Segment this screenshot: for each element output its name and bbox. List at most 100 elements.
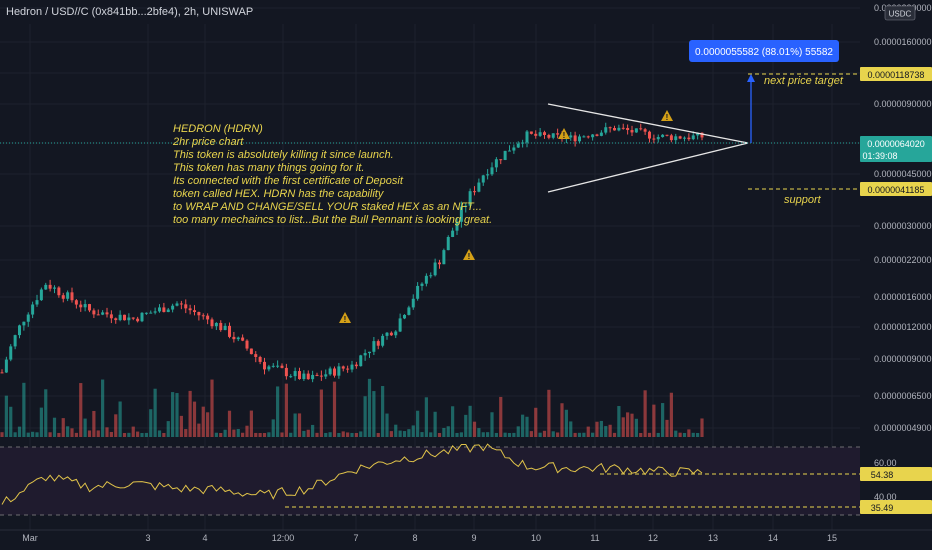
volume-bar — [468, 405, 472, 437]
volume-bar — [171, 392, 175, 437]
candle-body — [241, 337, 245, 341]
volume-bar — [289, 432, 293, 437]
candles — [0, 122, 704, 383]
volume-bar — [96, 430, 100, 437]
annotation-line: This token is absolutely killing it sinc… — [173, 149, 394, 161]
volume-bar — [149, 409, 153, 437]
volume-bar — [446, 426, 450, 437]
volume-bar — [311, 424, 315, 437]
candle-body — [88, 304, 91, 311]
candle-body — [302, 373, 306, 380]
volume-bar — [79, 383, 83, 437]
candle-body — [328, 368, 332, 375]
candle-body — [407, 307, 411, 315]
rsi-value-tag[interactable] — [860, 467, 932, 481]
volume-bar — [341, 431, 345, 437]
candle-body — [459, 206, 463, 222]
volume-bar — [433, 411, 437, 437]
currency-button[interactable] — [884, 5, 916, 21]
candle-body — [503, 150, 507, 160]
target-price-tag[interactable] — [860, 67, 932, 81]
volume-bar — [188, 390, 192, 437]
pennant-upper-trendline[interactable] — [547, 103, 749, 144]
volume-bar — [70, 428, 74, 437]
rsi-line — [1, 443, 703, 505]
volume-bar — [236, 429, 240, 437]
candle-body — [451, 230, 455, 237]
candle-body — [486, 174, 490, 176]
candle-body — [538, 132, 542, 136]
candle-body — [604, 127, 608, 133]
volume-bar — [608, 424, 612, 437]
current-price-tag[interactable] — [860, 136, 932, 162]
volume-bar — [254, 432, 258, 437]
time-axis[interactable]: Mar 3 4 12:00 7 8 9 10 11 12 13 14 15 — [0, 529, 932, 543]
candle-body — [162, 307, 166, 313]
rsi-pane[interactable] — [0, 443, 860, 516]
volume-bar — [31, 431, 35, 437]
candle-body — [696, 132, 700, 136]
volume-bar — [494, 432, 498, 437]
volume-bar — [516, 426, 520, 437]
candle-body — [48, 284, 52, 289]
candle-body — [429, 275, 433, 277]
candle-body — [621, 127, 625, 129]
candle-body — [481, 175, 485, 183]
time-tick-label: Mar — [22, 533, 38, 543]
candle-body — [223, 325, 227, 331]
candle-body — [363, 353, 367, 356]
volume-bar — [682, 433, 687, 437]
time-tick-label: 7 — [353, 533, 358, 543]
candle-body — [346, 368, 350, 370]
annotation-line: HEDRON (HDRN) — [173, 123, 263, 135]
volume-bar — [179, 415, 183, 437]
volume-bar — [521, 414, 525, 437]
candle-body — [683, 137, 686, 139]
volume-bar — [101, 379, 105, 437]
candle-body — [74, 300, 78, 305]
candle-body — [298, 371, 301, 380]
price-tick-label: 0.0000090000 — [874, 99, 932, 109]
candle-body — [573, 135, 577, 142]
volume-bar — [665, 419, 669, 437]
candle-body — [595, 134, 599, 136]
candle-body — [35, 300, 39, 305]
candle-body — [359, 355, 363, 367]
rsi-tick-label: 60.00 — [874, 458, 897, 468]
candle-body — [525, 131, 529, 143]
volume-bar — [66, 426, 70, 437]
candle-body — [123, 314, 126, 321]
annotation-text[interactable]: HEDRON (HDRN) 2hr price chart This token… — [172, 123, 492, 226]
time-tick-label: 10 — [531, 533, 541, 543]
candle-body — [105, 312, 109, 315]
annotation-line: too many mechaincs to list...But the Bul… — [173, 214, 492, 226]
svg-text:!: ! — [666, 113, 669, 122]
candle-body — [473, 191, 476, 193]
candle-body — [66, 292, 70, 299]
volume-bar — [249, 410, 253, 437]
price-axis[interactable]: 0.00002300000.00001600000.00001200000.00… — [860, 0, 932, 530]
candle-body — [127, 317, 131, 321]
candle-body — [403, 314, 406, 319]
volume-bar — [61, 418, 65, 437]
price-tick-label: 0.0000045000 — [874, 169, 932, 179]
candle-body — [547, 134, 551, 138]
candle-body — [61, 295, 65, 299]
pennant-lower-trendline[interactable] — [547, 142, 749, 193]
support-price-tag[interactable] — [860, 182, 932, 196]
candle-body — [389, 332, 393, 336]
volume-bar — [297, 413, 302, 437]
volume-bar — [569, 421, 573, 437]
volume-bar — [416, 410, 420, 437]
rsi-axis[interactable]: 60.00 40.00 — [874, 458, 897, 502]
measure-box[interactable] — [689, 40, 839, 62]
rsi-low-tag[interactable] — [860, 500, 932, 514]
volume-bar — [197, 423, 201, 437]
price-tick-label: 0.0000006500 — [874, 391, 932, 401]
candle-body — [4, 359, 8, 373]
candle-body — [643, 129, 647, 132]
candle-body — [381, 335, 385, 346]
support-price-label: 0.0000041185 — [868, 185, 925, 195]
